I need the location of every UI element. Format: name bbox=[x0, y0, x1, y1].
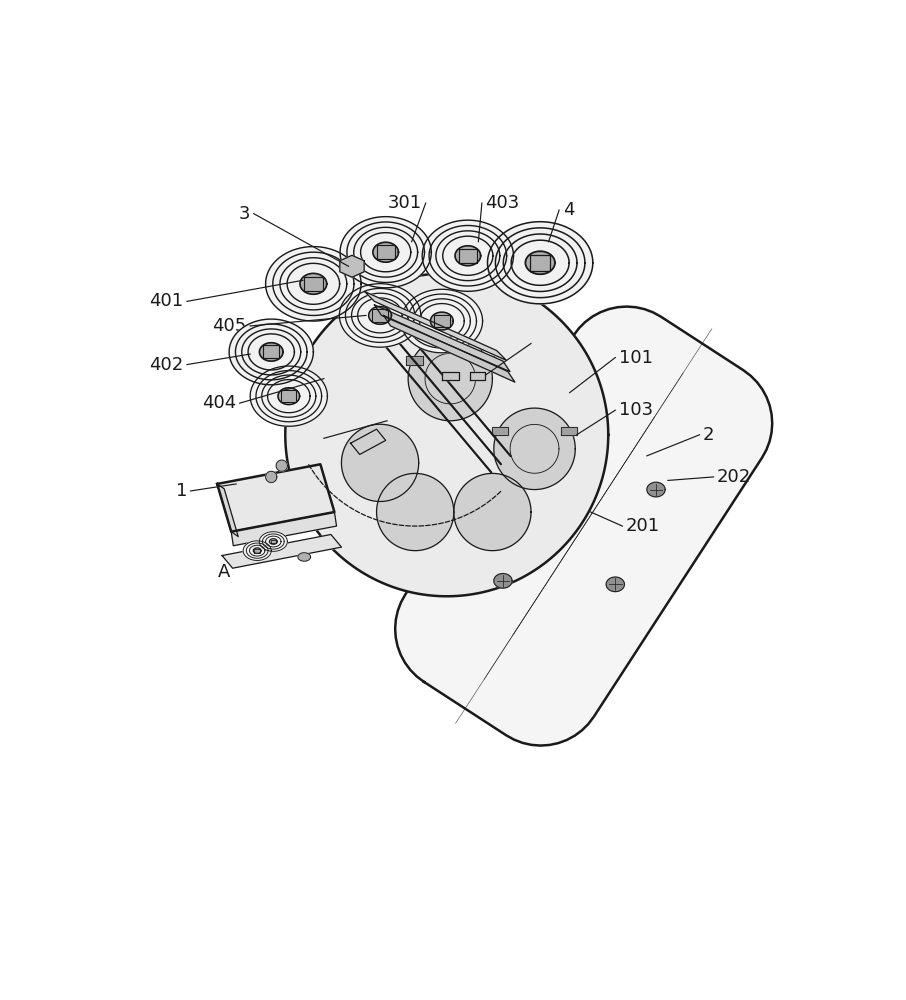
Text: 1: 1 bbox=[176, 482, 187, 500]
Text: B: B bbox=[534, 308, 546, 326]
Polygon shape bbox=[492, 427, 508, 435]
Polygon shape bbox=[340, 284, 420, 347]
Polygon shape bbox=[377, 473, 454, 551]
Polygon shape bbox=[383, 315, 515, 382]
Polygon shape bbox=[278, 388, 300, 405]
Polygon shape bbox=[494, 408, 575, 490]
Text: 201: 201 bbox=[626, 517, 660, 535]
Text: 402: 402 bbox=[149, 356, 183, 374]
Text: 2: 2 bbox=[703, 426, 715, 444]
Polygon shape bbox=[342, 424, 419, 501]
Polygon shape bbox=[351, 429, 386, 454]
Polygon shape bbox=[265, 247, 361, 321]
Polygon shape bbox=[276, 460, 287, 471]
Polygon shape bbox=[259, 532, 287, 551]
Polygon shape bbox=[647, 482, 665, 497]
Polygon shape bbox=[285, 273, 608, 596]
Text: 3: 3 bbox=[238, 205, 250, 223]
Text: 404: 404 bbox=[202, 394, 236, 412]
Polygon shape bbox=[422, 220, 514, 291]
Polygon shape bbox=[229, 319, 313, 385]
Text: 101: 101 bbox=[619, 349, 653, 367]
Polygon shape bbox=[406, 356, 423, 365]
Polygon shape bbox=[217, 484, 238, 537]
Polygon shape bbox=[561, 427, 577, 435]
Text: 301: 301 bbox=[388, 194, 422, 212]
Text: 405: 405 bbox=[212, 317, 246, 335]
Polygon shape bbox=[487, 222, 593, 304]
Polygon shape bbox=[259, 343, 283, 361]
Polygon shape bbox=[606, 577, 624, 592]
Polygon shape bbox=[265, 471, 277, 483]
Polygon shape bbox=[340, 217, 431, 288]
Polygon shape bbox=[300, 273, 327, 294]
Polygon shape bbox=[243, 541, 271, 560]
Polygon shape bbox=[525, 251, 554, 274]
Text: A: A bbox=[218, 563, 230, 581]
Polygon shape bbox=[298, 553, 311, 561]
Polygon shape bbox=[250, 366, 327, 426]
Polygon shape bbox=[369, 307, 391, 324]
Text: 203: 203 bbox=[535, 335, 569, 353]
Polygon shape bbox=[455, 246, 480, 266]
Polygon shape bbox=[269, 539, 277, 544]
Text: 202: 202 bbox=[717, 468, 751, 486]
Polygon shape bbox=[454, 473, 531, 551]
Polygon shape bbox=[373, 242, 399, 262]
Polygon shape bbox=[477, 356, 495, 365]
Polygon shape bbox=[494, 574, 512, 588]
Polygon shape bbox=[254, 548, 261, 553]
Text: 4: 4 bbox=[563, 201, 574, 219]
Text: 102: 102 bbox=[286, 429, 321, 447]
Polygon shape bbox=[222, 534, 342, 568]
Polygon shape bbox=[442, 372, 458, 380]
Polygon shape bbox=[430, 312, 453, 330]
Text: 103: 103 bbox=[619, 401, 653, 419]
Text: 403: 403 bbox=[486, 194, 520, 212]
Text: 401: 401 bbox=[149, 292, 183, 310]
Polygon shape bbox=[340, 255, 364, 277]
Polygon shape bbox=[395, 307, 772, 746]
Polygon shape bbox=[401, 289, 483, 353]
Polygon shape bbox=[470, 372, 486, 380]
Polygon shape bbox=[374, 305, 510, 372]
Polygon shape bbox=[409, 336, 493, 421]
Polygon shape bbox=[217, 464, 334, 532]
Polygon shape bbox=[364, 292, 506, 360]
Polygon shape bbox=[231, 512, 336, 546]
